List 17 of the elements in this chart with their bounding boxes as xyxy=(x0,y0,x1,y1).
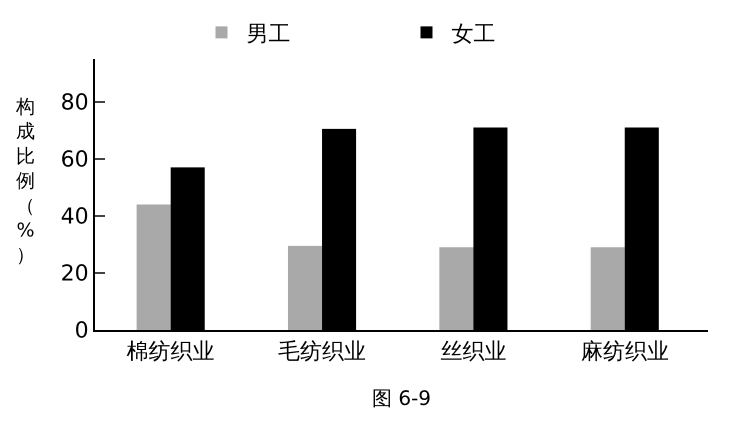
x-tick-label: 麻纺织业 xyxy=(580,339,669,364)
y-tick-label: 80 xyxy=(60,90,89,116)
x-tick-label: 丝织业 xyxy=(440,339,506,364)
legend-label: 男工 xyxy=(246,22,290,47)
bar xyxy=(288,246,322,330)
x-tick-label: 棉纺织业 xyxy=(126,339,215,364)
y-axis-title: 构成比例（%） xyxy=(15,96,35,266)
y-tick-label: 0 xyxy=(74,318,89,344)
bar xyxy=(136,204,171,330)
bar xyxy=(439,247,474,330)
legend-label: 女工 xyxy=(452,22,496,47)
y-tick-label: 60 xyxy=(60,148,89,173)
x-tick-label: 毛纺织业 xyxy=(278,339,366,364)
y-tick-label: 20 xyxy=(60,262,89,287)
bar xyxy=(590,247,625,330)
caption: 图 6-9 xyxy=(372,386,432,410)
y-tick-label: 40 xyxy=(60,204,89,230)
